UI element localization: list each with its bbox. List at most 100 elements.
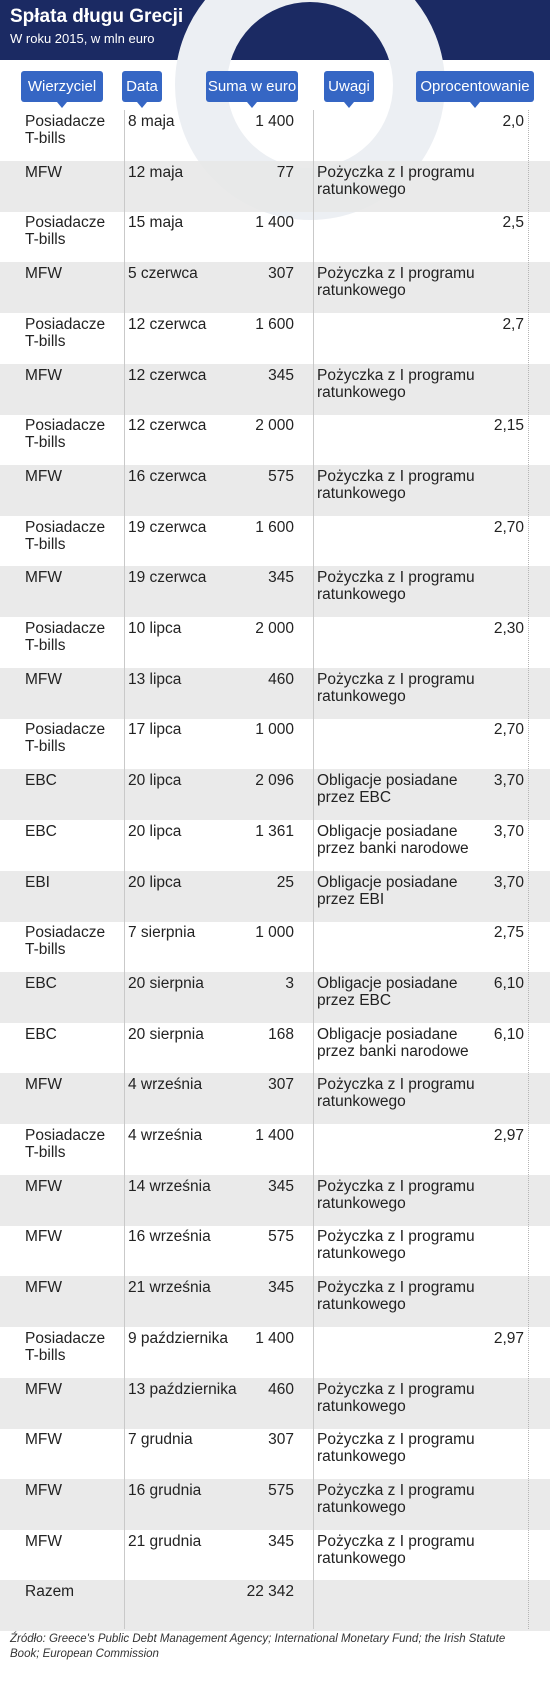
- cell-date: 21 grudnia: [128, 1532, 202, 1550]
- cell-date: 12 czerwca: [128, 417, 207, 435]
- cell-creditor: MFW: [25, 265, 63, 283]
- cell-creditor: Posiadacze T-bills: [25, 1127, 106, 1161]
- cell-amount: 1 400: [255, 214, 294, 232]
- cell-date: 13 lipca: [128, 670, 182, 688]
- cell-creditor: Posiadacze T-bills: [25, 214, 106, 249]
- column-headers: Wierzyciel Data Suma w euro Uwagi Oproce…: [0, 60, 550, 112]
- table-row: Posiadacze T-bills 19 czerwca 1 600 2,70: [0, 516, 550, 567]
- cell-date: 21 września: [128, 1279, 211, 1297]
- cell-creditor: Posiadacze T-bills: [25, 315, 106, 350]
- table-row: MFW 21 września 345 Pożyczka z I programu r…: [0, 1276, 550, 1328]
- table-row: EBC 20 sierpnia 3 Obligacje posiadane przez…: [0, 971, 550, 1023]
- column-divider: [124, 110, 125, 1629]
- cell-date: 5 czerwca: [128, 265, 198, 283]
- cell-amount: 1 600: [255, 315, 294, 333]
- cell-date: 12 czerwca: [128, 366, 207, 384]
- cell-creditor: Posiadacze T-bills: [25, 721, 106, 756]
- cell-date: 20 sierpnia: [128, 1025, 204, 1043]
- cell-note: Obligacje posiadane przez EBC: [317, 974, 458, 1009]
- cell-amount: 1 600: [255, 518, 294, 536]
- cell-amount: 345: [268, 569, 294, 587]
- cell-note: Pożyczka z I programu ratunkowego: [317, 1380, 475, 1415]
- table-row: MFW 21 grudnia 345 Pożyczka z I programu ra…: [0, 1530, 550, 1581]
- header-date: Data: [122, 71, 162, 108]
- cell-note: Pożyczka z I programu ratunkowego: [317, 1076, 475, 1111]
- cell-amount: 575: [268, 1481, 294, 1499]
- cell-amount: 2 000: [255, 620, 294, 637]
- cell-creditor: MFW: [25, 1380, 63, 1398]
- cell-creditor: Posiadacze T-bills: [25, 620, 106, 654]
- cell-amount: 345: [268, 366, 294, 384]
- table-row: MFW 19 czerwca 345 Pożyczka z I programu ra…: [0, 566, 550, 618]
- cell-rate: 3,70: [493, 772, 524, 790]
- cell-date: 19 czerwca: [128, 569, 207, 587]
- cell-note: Pożyczka z I programu ratunkowego: [317, 1481, 475, 1516]
- cell-creditor: EBC: [25, 822, 57, 840]
- cell-amount: 345: [268, 1177, 294, 1195]
- cell-date: 8 maja: [128, 113, 175, 130]
- cell-date: 4 września: [128, 1076, 203, 1094]
- cell-note: Pożyczka z I programu ratunkowego: [317, 1279, 475, 1314]
- cell-creditor: MFW: [25, 467, 63, 485]
- header-interest: Oprocentowanie: [416, 71, 534, 108]
- cell-rate: 6,10: [493, 1025, 524, 1043]
- cell-amount: 345: [268, 1532, 294, 1550]
- cell-note: Pożyczka z I programu ratunkowego: [317, 1431, 475, 1466]
- cell-note: Pożyczka z I programu ratunkowego: [317, 1532, 475, 1567]
- cell-date: 4 września: [128, 1127, 203, 1144]
- cell-note: Obligacje posiadane przez banki narodowe: [317, 822, 469, 857]
- cell-rate: 2,97: [493, 1127, 524, 1144]
- cell-rate: 6,10: [493, 974, 524, 992]
- cell-creditor: Razem: [25, 1583, 75, 1601]
- cell-creditor: MFW: [25, 163, 63, 181]
- cell-rate: 2,7: [502, 315, 524, 333]
- cell-creditor: Posiadacze T-bills: [25, 113, 106, 147]
- cell-creditor: Posiadacze T-bills: [25, 417, 106, 452]
- table-row: MFW 16 czerwca 575 Pożyczka z I programu ra…: [0, 464, 550, 516]
- chart-subtitle: W roku 2015, w mln euro: [10, 31, 155, 46]
- cell-amount: 1 400: [255, 1127, 294, 1144]
- cell-date: 20 sierpnia: [128, 974, 204, 992]
- cell-date: 7 grudnia: [128, 1431, 193, 1449]
- table-row: Posiadacze T-bills 10 lipca 2 000 2,30: [0, 617, 550, 668]
- total-row: Razem 22 342: [0, 1580, 550, 1632]
- cell-date: 9 października: [128, 1329, 228, 1347]
- cell-date: 13 października: [128, 1380, 237, 1398]
- cell-note: Obligacje posiadane przez EBC: [317, 772, 458, 807]
- table-row: Posiadacze T-bills 9 października 1 400 2,9…: [0, 1327, 550, 1378]
- cell-creditor: EBI: [25, 873, 50, 891]
- cell-note: Pożyczka z I programu ratunkowego: [317, 1177, 475, 1212]
- cell-date: 16 września: [128, 1228, 211, 1246]
- cell-note: Pożyczka z I programu ratunkowego: [317, 366, 475, 401]
- cell-creditor: MFW: [25, 1532, 63, 1550]
- cell-creditor: MFW: [25, 1228, 63, 1246]
- cell-rate: 2,75: [493, 924, 524, 942]
- cell-creditor: MFW: [25, 1481, 63, 1499]
- cell-amount: 575: [268, 467, 294, 485]
- cell-amount: 25: [276, 873, 294, 891]
- table-row: Posiadacze T-bills 12 czerwca 1 600 2,7: [0, 313, 550, 364]
- cell-note: Pożyczka z I programu ratunkowego: [317, 1228, 475, 1263]
- table-row: MFW 12 maja 77 Pożyczka z I programu ratunk…: [0, 160, 550, 212]
- cell-rate: 2,0: [502, 113, 524, 130]
- cell-creditor: MFW: [25, 1431, 63, 1449]
- header-creditor: Wierzyciel: [21, 71, 103, 108]
- cell-creditor: EBC: [25, 974, 57, 992]
- table-row: EBI 20 lipca 25 Obligacje posiadane przez E…: [0, 870, 550, 922]
- source-note: Źródło: Greece's Public Debt Management …: [10, 1633, 506, 1660]
- cell-amount: 460: [268, 1380, 294, 1398]
- cell-note: Pożyczka z I programu ratunkowego: [317, 670, 475, 705]
- cell-amount: 2 096: [255, 772, 294, 790]
- cell-amount: 307: [268, 265, 294, 283]
- cell-date: 14 września: [128, 1177, 211, 1195]
- cell-amount: 1 400: [255, 1329, 294, 1347]
- table-row: MFW 7 grudnia 307 Pożyczka z I programu rat…: [0, 1428, 550, 1479]
- table-row: MFW 13 lipca 460 Pożyczka z I programu ratu…: [0, 667, 550, 719]
- cell-creditor: EBC: [25, 772, 57, 790]
- cell-date: 16 czerwca: [128, 467, 207, 485]
- cell-date: 20 lipca: [128, 873, 182, 891]
- cell-amount: 307: [268, 1076, 294, 1094]
- header-notes: Uwagi: [324, 71, 374, 108]
- cell-date: 7 sierpnia: [128, 924, 196, 942]
- cell-rate: 2,70: [493, 518, 524, 536]
